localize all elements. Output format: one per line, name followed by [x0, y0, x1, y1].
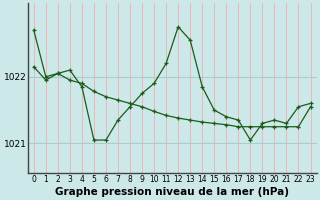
- X-axis label: Graphe pression niveau de la mer (hPa): Graphe pression niveau de la mer (hPa): [55, 187, 289, 197]
